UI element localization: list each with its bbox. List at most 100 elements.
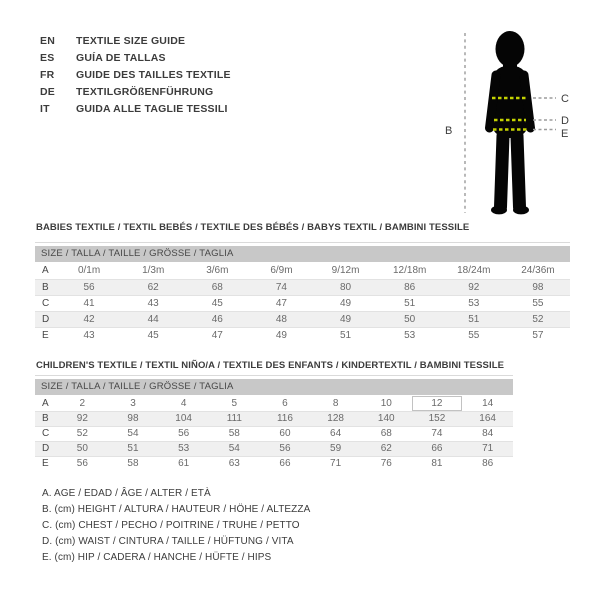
- child-limbs: [485, 70, 535, 214]
- legend-height: B. (cm) HEIGHT / ALTURA / HAUTEUR / HÖHE…: [42, 504, 311, 515]
- language-title: TEXTILE SIZE GUIDE: [76, 35, 186, 47]
- size-cell: 60: [279, 428, 291, 439]
- language-row: IT GUIDA ALLE TAGLIE TESSILI: [40, 101, 231, 118]
- highlighted-size-cell: 12: [411, 396, 463, 411]
- size-cell: 68: [380, 428, 392, 439]
- babies-table: A 0/1m 1/3m 3/6m 6/9m 9/12m 12/18m 18/24m 24/36m…: [35, 263, 570, 343]
- babies-table-body: A 0/1m 1/3m 3/6m 6/9m 9/12m 12/18m 18/24m 24/36m…: [35, 263, 570, 343]
- size-cell: 58: [127, 458, 139, 470]
- size-cell: 76: [380, 458, 392, 470]
- size-cell: 116: [276, 413, 293, 424]
- language-row: FR GUIDE DES TAILLES TEXTILE: [40, 67, 231, 84]
- size-cell: 56: [76, 458, 88, 470]
- size-cell: 81: [431, 458, 443, 470]
- size-cell: 6: [282, 397, 288, 409]
- size-cell: 3: [130, 397, 136, 409]
- language-code: EN: [40, 35, 55, 47]
- language-title: GUÍA DE TALLAS: [76, 52, 166, 64]
- size-cell: 53: [404, 329, 416, 341]
- size-cell: 71: [330, 458, 342, 470]
- size-cell: 53: [178, 443, 190, 454]
- size-cell: 51: [404, 297, 416, 309]
- row-label: E: [42, 458, 49, 470]
- size-cell: 104: [175, 413, 192, 424]
- size-cell: 5: [231, 397, 238, 409]
- babies-table-section: SIZE / TALLA / TAILLE / GRÖSSE / TAGLIA …: [35, 242, 570, 343]
- hip-label: E: [561, 128, 568, 140]
- size-cell: 56: [178, 428, 190, 439]
- size-cell: 6/9m: [270, 265, 293, 277]
- babies-table-title: BABIES TEXTILE / TEXTIL BEBÉS / TEXTILE …: [36, 222, 470, 233]
- size-cell: 80: [340, 281, 352, 293]
- table-row: A 2 3 4 5 6 8 10 12 14: [35, 396, 513, 411]
- size-cell: 64: [330, 428, 342, 439]
- size-cell: 63: [228, 458, 240, 470]
- size-cell: 47: [211, 329, 223, 341]
- size-cell: 1/3m: [142, 265, 165, 277]
- size-cell: 71: [482, 443, 494, 454]
- size-cell: 2: [79, 397, 86, 409]
- language-code: IT: [40, 103, 50, 115]
- legend-hip: E. (cm) HIP / CADERA / HANCHE / HÜFTE / …: [42, 552, 272, 563]
- height-label: B: [445, 125, 452, 137]
- language-code: ES: [40, 52, 55, 64]
- size-cell: 43: [83, 329, 95, 341]
- row-label: C: [42, 428, 50, 439]
- size-cell: 68: [211, 281, 223, 293]
- waist-label: D: [561, 115, 569, 127]
- size-cell: 84: [482, 428, 494, 439]
- size-cell: 24/36m: [521, 265, 555, 277]
- size-cell: 41: [83, 297, 95, 309]
- size-cell: 66: [279, 458, 291, 470]
- size-cell: 49: [340, 297, 352, 309]
- language-title: TEXTILGRÖßENFÜHRUNG: [76, 86, 214, 98]
- size-cell: 43: [147, 297, 159, 309]
- size-cell: 56: [83, 281, 95, 293]
- language-row: DE TEXTILGRÖßENFÜHRUNG: [40, 84, 231, 101]
- size-cell: 49: [340, 313, 352, 325]
- legend-age: A. AGE / EDAD / ÂGE / ALTER / ETÀ: [42, 488, 211, 499]
- size-cell: 92: [468, 281, 480, 293]
- size-cell: 51: [468, 313, 480, 325]
- size-cell: 152: [428, 413, 446, 424]
- size-cell: 10: [380, 397, 392, 409]
- size-cell: 52: [532, 313, 544, 325]
- size-cell: 12/18m: [393, 265, 427, 277]
- language-code: FR: [40, 69, 55, 81]
- child-measurement-figure: B C D E: [445, 31, 569, 215]
- size-cell: 14: [482, 397, 494, 409]
- chest-label: C: [561, 93, 569, 105]
- row-label: A: [42, 265, 49, 277]
- size-cell: 8: [332, 397, 339, 409]
- size-cell: 54: [228, 443, 240, 454]
- size-cell: 54: [127, 428, 139, 439]
- children-table: A 2 3 4 5 6 8 10 12 14 B 92 98 104 111 116 128 140 152 164 C…: [35, 396, 513, 471]
- language-row: ES GUÍA DE TALLAS: [40, 50, 231, 67]
- size-cell: 98: [127, 413, 139, 424]
- language-title: GUIDE DES TAILLES TEXTILE: [76, 69, 231, 81]
- size-cell: 53: [468, 297, 480, 309]
- table-row: D 50 51 53 54 56 59 62 66 71: [35, 441, 513, 456]
- children-table-section: SIZE / TALLA / TAILLE / GRÖSSE / TAGLIA …: [35, 375, 513, 471]
- row-label: D: [42, 443, 50, 454]
- table-row: C 41 43 45 47 49 51 53 55: [35, 295, 570, 311]
- size-cell: 45: [211, 297, 223, 309]
- size-cell: 49: [275, 329, 287, 341]
- children-size-header-bar: SIZE / TALLA / TAILLE / GRÖSSE / TAGLIA: [35, 379, 513, 395]
- size-cell: 50: [76, 443, 88, 454]
- size-cell: 61: [178, 458, 190, 470]
- row-label: E: [42, 329, 49, 341]
- size-cell: 58: [228, 428, 240, 439]
- size-cell: 62: [380, 443, 392, 454]
- size-cell: 111: [226, 413, 242, 424]
- size-cell: 51: [340, 329, 352, 341]
- size-cell: 164: [479, 413, 496, 424]
- size-cell: 55: [532, 297, 544, 309]
- babies-size-header-bar: SIZE / TALLA / TAILLE / GRÖSSE / TAGLIA: [35, 246, 570, 262]
- size-cell: 45: [147, 329, 159, 341]
- legend-chest: C. (cm) CHEST / PECHO / POITRINE / TRUHE…: [42, 520, 300, 531]
- table-row: D 42 44 46 48 49 50 51 52: [35, 311, 570, 327]
- size-cell: 86: [404, 281, 416, 293]
- measure-lines: [492, 96, 556, 131]
